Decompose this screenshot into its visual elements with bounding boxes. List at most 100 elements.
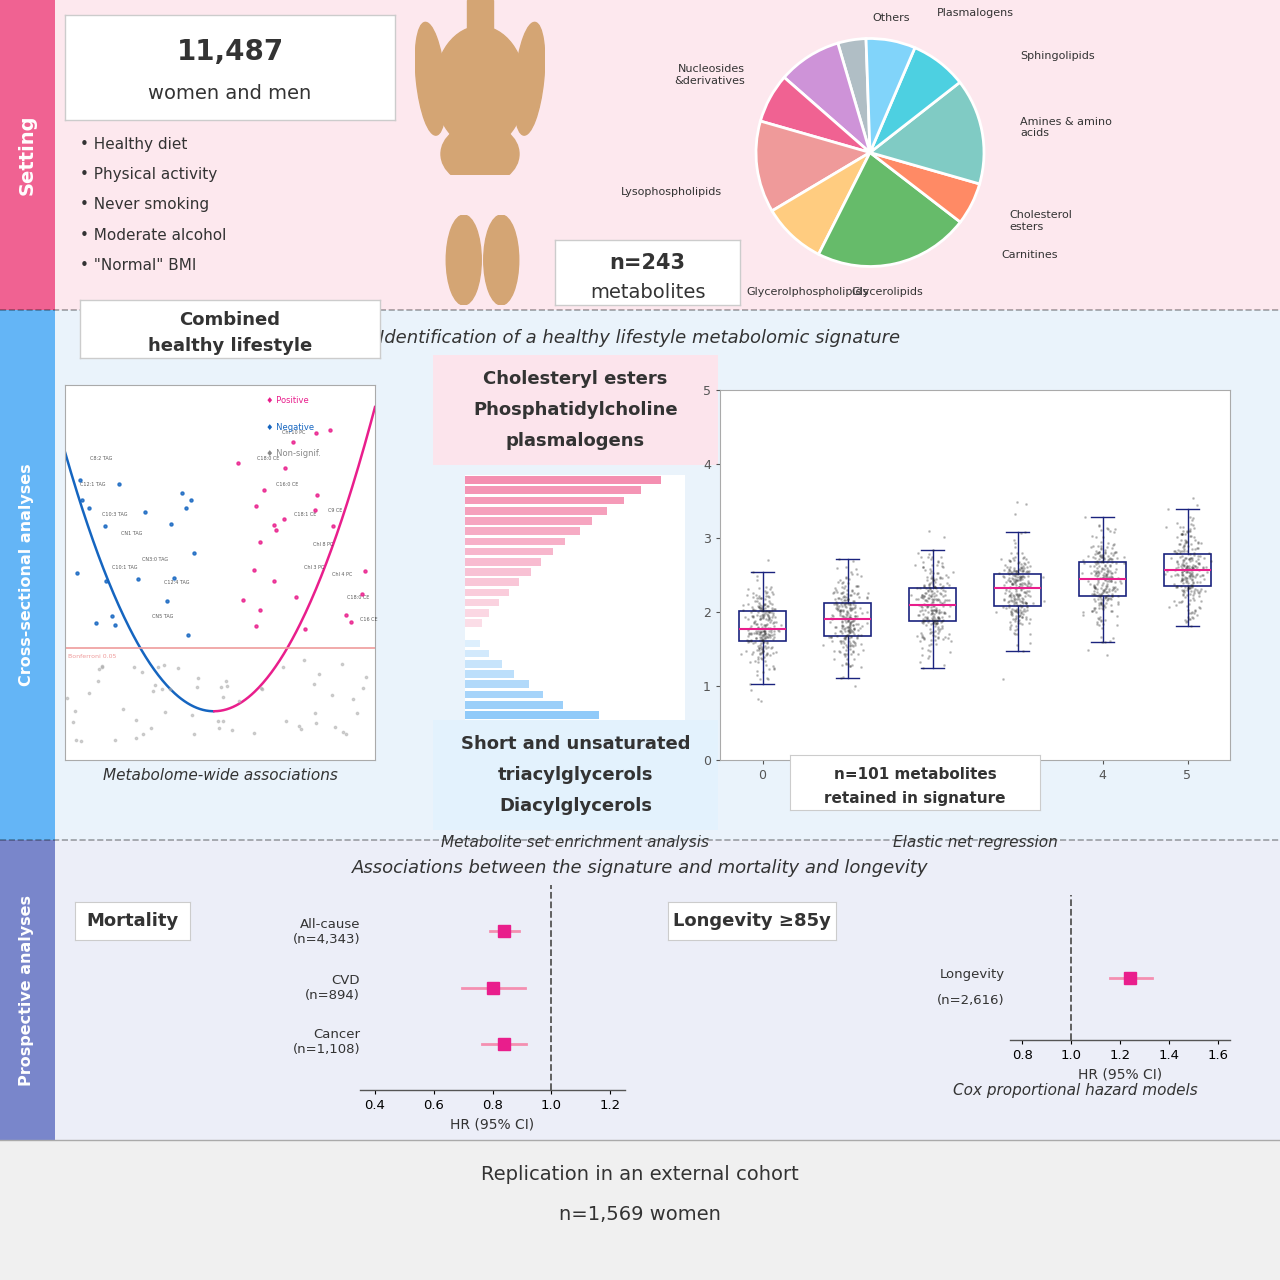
Point — [1088, 515, 1108, 535]
Point — [831, 594, 851, 614]
Point — [1180, 526, 1201, 547]
Point — [928, 552, 948, 572]
Point — [1196, 557, 1216, 577]
Point — [744, 622, 764, 643]
Point — [756, 644, 777, 664]
Point — [828, 588, 849, 608]
Point — [1004, 558, 1024, 579]
Point — [925, 600, 946, 621]
Point — [1176, 595, 1197, 616]
Point — [1096, 588, 1116, 608]
Point — [918, 577, 938, 598]
Point — [754, 621, 774, 641]
Bar — [465, 650, 489, 658]
Point — [746, 628, 767, 649]
Point — [840, 622, 860, 643]
Point — [846, 614, 867, 635]
Point — [826, 598, 846, 618]
Point — [929, 590, 950, 611]
Point — [938, 628, 959, 649]
Point — [1171, 557, 1192, 577]
Point — [908, 589, 928, 609]
Point — [832, 654, 852, 675]
Point — [1107, 568, 1128, 589]
Point — [228, 453, 248, 474]
Point — [851, 616, 872, 636]
Point — [1016, 600, 1037, 621]
Point — [920, 586, 941, 607]
Point — [1009, 589, 1029, 609]
Point — [1098, 559, 1119, 580]
Point — [1097, 561, 1117, 581]
Point — [1181, 563, 1202, 584]
Point — [1004, 571, 1024, 591]
Point — [925, 613, 946, 634]
Point — [1092, 564, 1112, 585]
Point — [221, 719, 242, 740]
Point — [998, 550, 1019, 571]
Point — [1015, 522, 1036, 543]
Point — [1091, 585, 1111, 605]
Point — [1010, 554, 1030, 575]
Point — [740, 675, 760, 695]
Point — [933, 576, 954, 596]
Point — [927, 554, 947, 575]
Point — [826, 580, 846, 600]
Point — [850, 617, 870, 637]
Point — [233, 590, 253, 611]
Point — [1091, 539, 1111, 559]
Point — [919, 640, 940, 660]
Point — [754, 621, 774, 641]
Point — [133, 724, 154, 745]
Point — [1181, 563, 1202, 584]
Point — [835, 576, 855, 596]
Point — [995, 589, 1015, 609]
Point — [1011, 568, 1032, 589]
Point — [1078, 545, 1098, 566]
Point — [1110, 571, 1130, 591]
Text: Glycerolphospholipids: Glycerolphospholipids — [746, 287, 869, 297]
Point — [925, 600, 946, 621]
Point — [836, 596, 856, 617]
Point — [751, 627, 772, 648]
Point — [916, 607, 937, 627]
Point — [1011, 607, 1032, 627]
Point — [919, 611, 940, 631]
Point — [113, 699, 133, 719]
Point — [1012, 604, 1033, 625]
Text: Glycerolipids: Glycerolipids — [851, 287, 923, 297]
Point — [1183, 584, 1203, 604]
Point — [303, 675, 324, 695]
Point — [749, 627, 769, 648]
Point — [1079, 573, 1100, 594]
Point — [829, 641, 850, 662]
Point — [1175, 558, 1196, 579]
Point — [831, 611, 851, 631]
PathPatch shape — [739, 611, 786, 641]
Point — [836, 607, 856, 627]
Point — [756, 626, 777, 646]
Point — [914, 599, 934, 620]
Point — [840, 612, 860, 632]
Point — [1006, 570, 1027, 590]
Point — [1016, 593, 1037, 613]
Point — [1170, 540, 1190, 561]
Point — [308, 663, 329, 684]
Text: Cancer
(n=1,108): Cancer (n=1,108) — [292, 1029, 360, 1056]
Point — [844, 620, 864, 640]
Point — [925, 585, 946, 605]
Point — [1172, 566, 1193, 586]
Point — [1006, 575, 1027, 595]
Point — [1009, 567, 1029, 588]
Point — [835, 590, 855, 611]
Point — [1087, 552, 1107, 572]
PathPatch shape — [824, 603, 870, 636]
Point — [229, 691, 250, 712]
Point — [1091, 586, 1111, 607]
Point — [841, 585, 861, 605]
Point — [849, 586, 869, 607]
Point — [1176, 556, 1197, 576]
Point — [915, 582, 936, 603]
Wedge shape — [819, 152, 960, 266]
Point — [250, 532, 270, 553]
